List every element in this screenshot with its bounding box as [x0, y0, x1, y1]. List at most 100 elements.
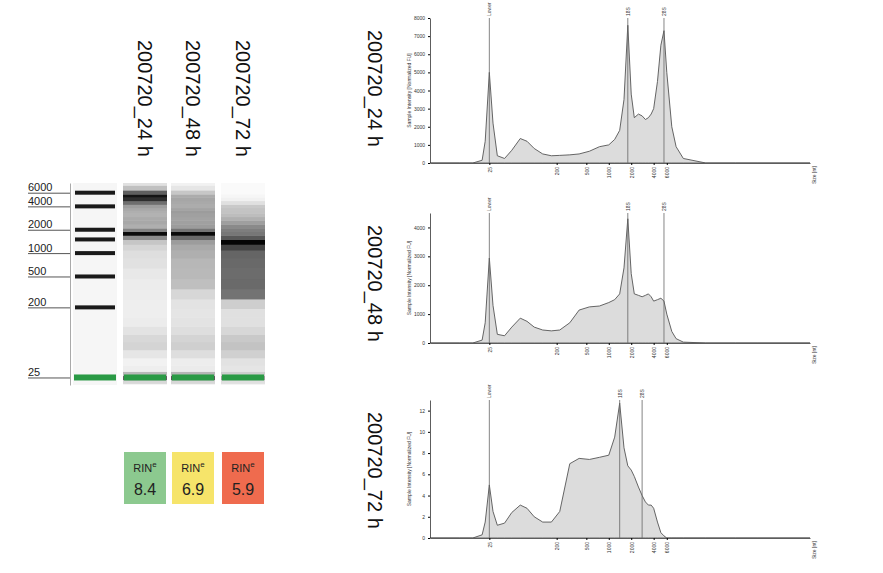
tick-mark [631, 343, 632, 345]
tick: 6000 [664, 538, 670, 553]
tick: 2000 [629, 163, 635, 178]
gel-band [123, 201, 167, 205]
tick-label: 2000 [28, 218, 52, 230]
gel-band [221, 235, 265, 240]
gel-band [123, 365, 167, 372]
lane-background [221, 183, 265, 385]
axis: 01000200030004000 [414, 214, 431, 347]
gel-band [171, 183, 215, 186]
tick-label: 8000 [414, 15, 425, 21]
gel-band [171, 365, 215, 372]
gel-lane [123, 183, 167, 385]
ladder-band [75, 191, 115, 195]
y-axis-title: Sample Intensity [Normalized FU] [406, 431, 412, 506]
peak-line [642, 400, 643, 538]
tick-label: 0 [422, 160, 425, 166]
gel-band [123, 250, 167, 258]
tick: 200 [554, 163, 560, 175]
tick: 2 [422, 514, 430, 520]
tick: 6000 [664, 163, 670, 178]
gel-band [221, 201, 265, 205]
plot-area [430, 18, 810, 163]
tick-mark [667, 163, 668, 165]
rin-label-sup: e [250, 460, 255, 469]
tick-mark [654, 343, 655, 345]
peak-label: 18S [617, 388, 623, 398]
axis: 25 200 500 1000 2000 4000 6000 [431, 163, 811, 178]
gel-band [171, 213, 215, 217]
tick-mark [428, 343, 430, 344]
gel-band [171, 201, 215, 205]
gel-band [123, 190, 167, 195]
ladder-band [75, 251, 115, 255]
tick-label: 4000 [651, 167, 657, 178]
peak-label: 28S [661, 201, 667, 211]
tick-label: 4 [422, 493, 425, 499]
tick-mark [428, 163, 430, 164]
chart-title: 200720_48 h [363, 225, 386, 342]
gel-band [171, 235, 215, 240]
tick-label: 6 [422, 471, 425, 477]
gel-band [171, 299, 215, 309]
tick-label: 6000 [28, 181, 52, 193]
tick: 1000 [606, 163, 612, 178]
lane-background [123, 183, 167, 385]
tick-label: 6000 [664, 347, 670, 358]
tick-label: 25 [487, 167, 493, 173]
tick-label: 6000 [414, 51, 425, 57]
tick-mark [428, 432, 430, 433]
tick-mark [609, 538, 610, 540]
tick-mark [489, 538, 490, 540]
tick: 8000 [414, 15, 430, 21]
x-axis-title: Size [nt] [811, 540, 817, 559]
axis-line [430, 214, 431, 344]
tick-label: 1000 [414, 142, 425, 148]
tick-label: 500 [28, 265, 46, 277]
gel-band [123, 217, 167, 221]
gel-band [221, 210, 265, 213]
tick: 4 [422, 493, 430, 499]
tick-mark [631, 163, 632, 165]
peak-label: 18S [625, 201, 631, 211]
y-axis-title: Sample Intensity [Normalized FU] [406, 53, 412, 128]
chart-title: 200720_24 h [363, 30, 386, 147]
gel-band [221, 289, 265, 300]
tick-mark [428, 453, 430, 454]
peak-label: 28S [661, 6, 667, 16]
gel-band [123, 210, 167, 213]
tick-label: 3000 [414, 253, 425, 259]
tick-label: 1000 [606, 542, 612, 553]
peak-label: 18S [625, 6, 631, 16]
lane-background [171, 183, 215, 385]
tick-mark [428, 109, 430, 110]
tick: 2000 [414, 124, 430, 130]
tick-mark [586, 538, 587, 540]
tick: 5000 [414, 69, 430, 75]
tick: 8 [422, 450, 430, 456]
tick-mark [428, 18, 430, 19]
tick: 3000 [414, 106, 430, 112]
gel-band [171, 217, 215, 221]
lower-marker-band [124, 374, 166, 380]
gel-band [123, 183, 167, 186]
lane-background [73, 183, 117, 385]
tick: 1000 [414, 311, 430, 317]
gel-band [221, 228, 265, 232]
tick-label: 200 [554, 542, 560, 551]
gel-band [171, 185, 215, 190]
tick-mark [631, 538, 632, 540]
rin-badge [222, 452, 264, 504]
ladder-band [75, 204, 115, 208]
gel-band [123, 220, 167, 225]
tick-label: 200 [554, 167, 560, 176]
tick-label: 500 [584, 167, 590, 176]
gel-band [221, 358, 265, 366]
gel-band [171, 358, 215, 366]
tick-label: 6000 [664, 167, 670, 178]
gel-band [171, 228, 215, 232]
gel-band [171, 210, 215, 213]
tick: 6 [422, 471, 430, 477]
gel-band [123, 258, 167, 269]
gel-band [221, 220, 265, 225]
gel-band [123, 204, 167, 208]
